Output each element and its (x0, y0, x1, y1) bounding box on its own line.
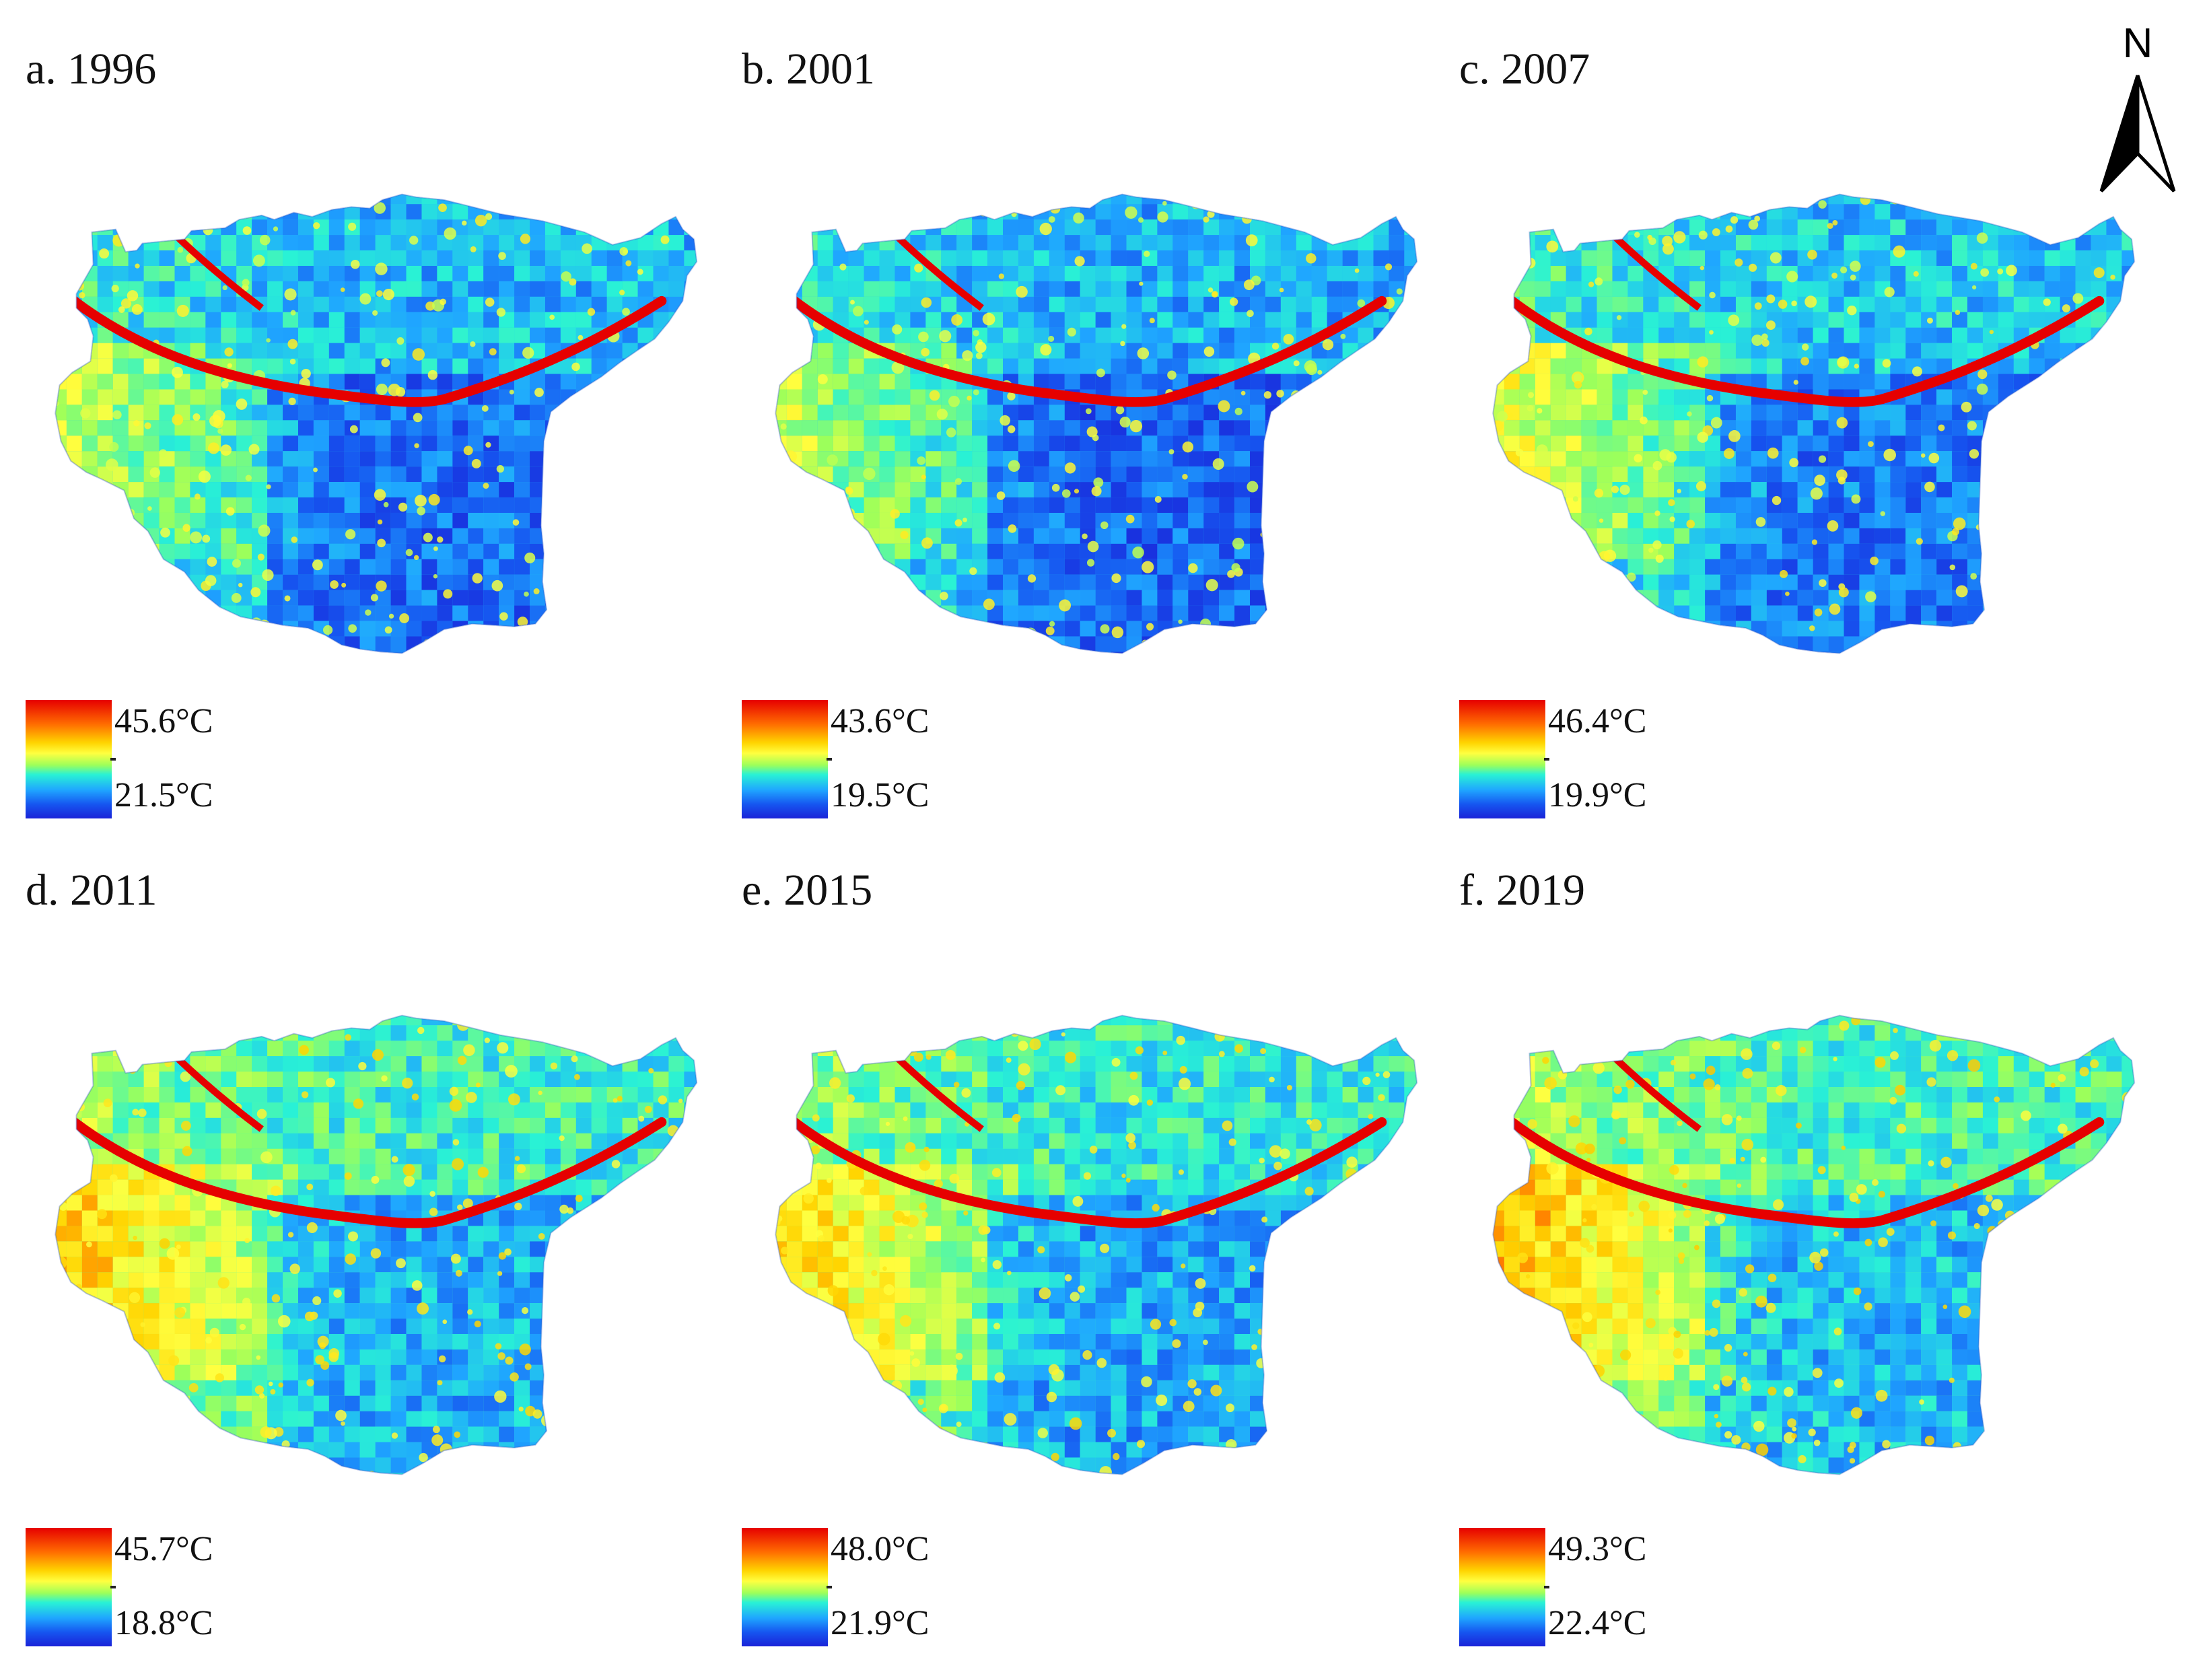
panel-title-c: c. 2007 (1459, 44, 1590, 94)
legend-max-label: 45.6°C (114, 702, 213, 740)
legend-tick (827, 1586, 832, 1588)
lst-raster (775, 1014, 1418, 1475)
north-label: N (2122, 20, 2153, 67)
lst-raster (1492, 1014, 2136, 1475)
panel-title-e: e. 2015 (742, 866, 873, 915)
lst-raster (1492, 193, 2136, 654)
legend-tick (1544, 1586, 1549, 1588)
panel-title-b: b. 2001 (742, 44, 875, 94)
legend-min-label: 19.5°C (831, 776, 930, 814)
legend-min-label: 18.8°C (114, 1604, 213, 1642)
legend-tick (110, 1586, 116, 1588)
legend-min-label: 21.9°C (831, 1604, 930, 1642)
legend-color-ramp (1459, 1528, 1545, 1646)
north-arrow-icon (2099, 75, 2176, 193)
panel-title-a: a. 1996 (26, 44, 157, 94)
lst-map-e (771, 956, 1431, 1548)
lst-raster (775, 193, 1418, 654)
panel-title-f: f. 2019 (1459, 866, 1585, 915)
legend-max-label: 49.3°C (1548, 1530, 1647, 1568)
legend-max-label: 45.7°C (114, 1530, 213, 1568)
legend-color-ramp (1459, 700, 1545, 818)
legend-tick (827, 758, 832, 761)
legend-max-label: 48.0°C (831, 1530, 930, 1568)
legend-min-label: 19.9°C (1548, 776, 1647, 814)
legend-color-ramp (742, 700, 828, 818)
legend-tick (110, 758, 116, 761)
legend-e: 48.0°C 21.9°C (742, 1528, 1024, 1656)
legend-c: 46.4°C 19.9°C (1459, 700, 1742, 828)
legend-a: 45.6°C 21.5°C (26, 700, 308, 828)
legend-d: 45.7°C 18.8°C (26, 1528, 308, 1656)
legend-max-label: 43.6°C (831, 702, 930, 740)
legend-min-label: 21.5°C (114, 776, 213, 814)
legend-f: 49.3°C 22.4°C (1459, 1528, 1742, 1656)
lst-map-d (51, 956, 711, 1548)
legend-tick (1544, 758, 1549, 761)
panel-title-d: d. 2011 (26, 866, 157, 915)
legend-b: 43.6°C 19.5°C (742, 700, 1024, 828)
lst-map-c (1489, 135, 2148, 727)
lst-map-f (1489, 956, 2148, 1548)
legend-color-ramp (26, 1528, 112, 1646)
legend-min-label: 22.4°C (1548, 1604, 1647, 1642)
lst-map-b (771, 135, 1431, 727)
legend-color-ramp (742, 1528, 828, 1646)
north-arrow: N (2091, 23, 2185, 198)
legend-max-label: 46.4°C (1548, 702, 1647, 740)
lst-raster (55, 1014, 698, 1475)
legend-color-ramp (26, 700, 112, 818)
lst-map-a (51, 135, 711, 727)
lst-raster (55, 193, 698, 654)
